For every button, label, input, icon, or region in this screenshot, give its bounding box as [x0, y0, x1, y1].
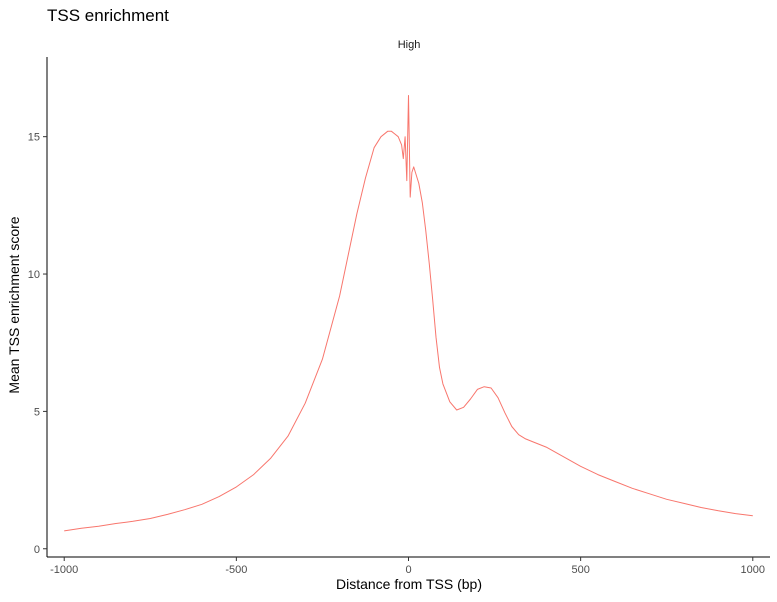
- x-axis-ticks: -1000 -500 0 500 1000: [50, 557, 765, 576]
- x-tick-label: -1000: [50, 564, 78, 576]
- series-line: [64, 95, 753, 532]
- x-tick-label: 1000: [741, 564, 765, 576]
- series-layer: [64, 95, 753, 532]
- y-axis-title: Mean TSS enrichment score: [6, 216, 22, 393]
- y-tick-label: 10: [28, 269, 40, 281]
- chart-title: TSS enrichment: [47, 6, 169, 25]
- x-axis-title: Distance from TSS (bp): [336, 576, 482, 592]
- y-tick-label: 0: [34, 544, 40, 556]
- facet-strip-label: High: [398, 39, 421, 51]
- y-tick-label: 5: [34, 406, 40, 418]
- y-tick-label: 15: [28, 132, 40, 144]
- y-axis-ticks: 0 5 10 15: [28, 132, 47, 556]
- x-tick-label: 0: [405, 564, 411, 576]
- x-tick-label: -500: [225, 564, 247, 576]
- x-tick-label: 500: [571, 564, 589, 576]
